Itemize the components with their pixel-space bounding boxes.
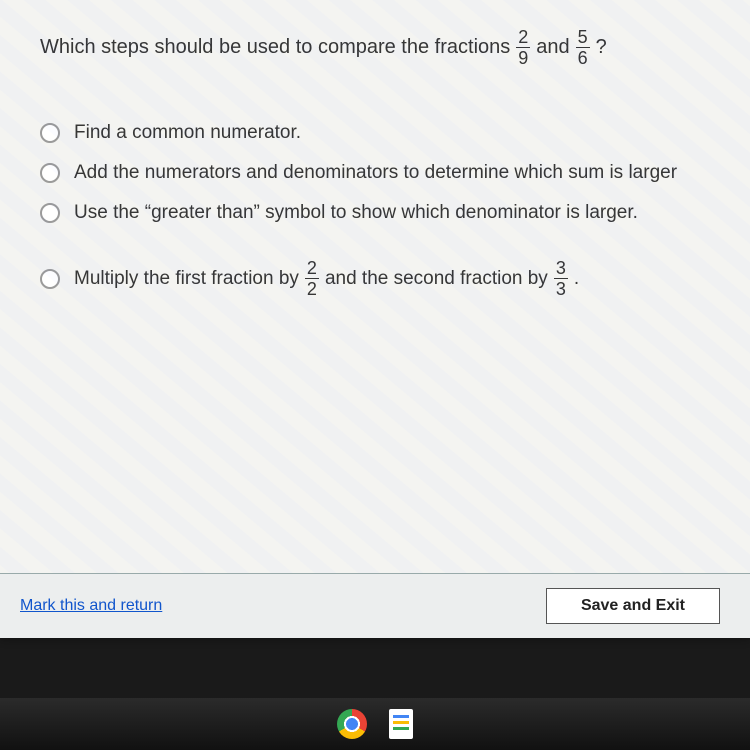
option-3[interactable]: Use the “greater than” symbol to show wh… bbox=[40, 197, 730, 229]
option-label: Add the numerators and denominators to d… bbox=[74, 162, 677, 184]
option-label: Use the “greater than” symbol to show wh… bbox=[74, 202, 638, 224]
docs-icon[interactable] bbox=[389, 709, 413, 739]
fraction-numerator: 2 bbox=[516, 28, 530, 47]
bottom-bar: Mark this and return Save and Exit bbox=[0, 573, 750, 638]
desktop: Which steps should be used to compare th… bbox=[0, 0, 750, 750]
fraction-numerator: 3 bbox=[554, 259, 568, 278]
question-mid: and bbox=[536, 36, 569, 59]
radio-icon[interactable] bbox=[40, 163, 60, 183]
quiz-panel: Which steps should be used to compare th… bbox=[0, 0, 750, 638]
radio-icon[interactable] bbox=[40, 269, 60, 289]
fraction-numerator: 2 bbox=[305, 259, 319, 278]
option-label: Find a common numerator. bbox=[74, 122, 301, 144]
question-suffix: ? bbox=[596, 36, 607, 59]
option-4-fraction-b: 3 3 bbox=[554, 259, 568, 298]
question-fraction-2: 5 6 bbox=[576, 28, 590, 67]
fraction-denominator: 6 bbox=[576, 47, 590, 67]
taskbar bbox=[0, 698, 750, 750]
option-4-part1: Multiply the first fraction by bbox=[74, 268, 299, 290]
option-4-fraction-a: 2 2 bbox=[305, 259, 319, 298]
option-2[interactable]: Add the numerators and denominators to d… bbox=[40, 157, 730, 189]
question-text: Which steps should be used to compare th… bbox=[40, 28, 730, 67]
option-4-end: . bbox=[574, 268, 579, 290]
save-exit-button[interactable]: Save and Exit bbox=[546, 588, 720, 624]
mark-return-link[interactable]: Mark this and return bbox=[20, 597, 162, 615]
question-prefix: Which steps should be used to compare th… bbox=[40, 36, 510, 59]
option-4[interactable]: Multiply the first fraction by 2 2 and t… bbox=[40, 259, 730, 298]
question-fraction-1: 2 9 bbox=[516, 28, 530, 67]
radio-icon[interactable] bbox=[40, 123, 60, 143]
fraction-denominator: 9 bbox=[516, 47, 530, 67]
screen-glare bbox=[0, 0, 750, 638]
options-list: Find a common numerator. Add the numerat… bbox=[40, 117, 730, 298]
option-label: Multiply the first fraction by 2 2 and t… bbox=[74, 259, 579, 298]
radio-icon[interactable] bbox=[40, 203, 60, 223]
chrome-icon[interactable] bbox=[337, 709, 367, 739]
fraction-denominator: 3 bbox=[554, 278, 568, 298]
fraction-denominator: 2 bbox=[305, 278, 319, 298]
option-1[interactable]: Find a common numerator. bbox=[40, 117, 730, 149]
option-4-mid: and the second fraction by bbox=[325, 268, 548, 290]
fraction-numerator: 5 bbox=[576, 28, 590, 47]
option-spacer bbox=[40, 237, 730, 251]
